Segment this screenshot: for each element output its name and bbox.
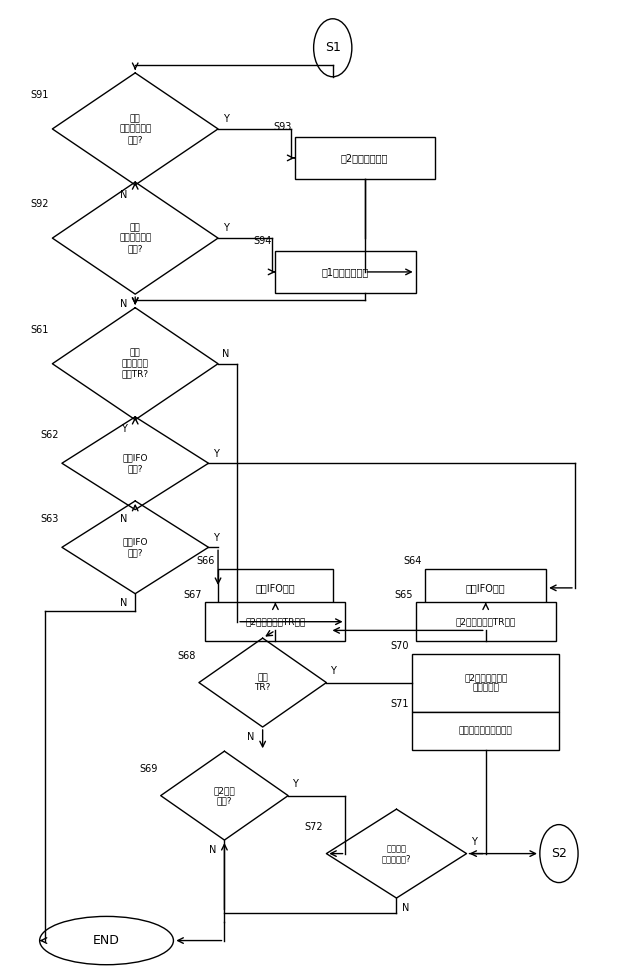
Text: 第２
の起点価格の
一致?: 第２ の起点価格の 一致? bbox=[119, 223, 151, 253]
Text: N: N bbox=[248, 732, 255, 741]
Text: N: N bbox=[120, 515, 127, 524]
Text: S69: S69 bbox=[139, 764, 157, 774]
Text: S68: S68 bbox=[177, 651, 196, 661]
Bar bbox=[412, 711, 559, 750]
Text: S64: S64 bbox=[404, 556, 422, 566]
Text: S71: S71 bbox=[390, 699, 409, 709]
Text: Y: Y bbox=[223, 224, 228, 234]
Text: S93: S93 bbox=[273, 122, 291, 132]
Text: Y: Y bbox=[213, 449, 219, 458]
Text: N: N bbox=[120, 598, 127, 609]
Text: 約定
TR?: 約定 TR? bbox=[255, 672, 271, 692]
Text: S92: S92 bbox=[31, 200, 49, 209]
Text: Y: Y bbox=[330, 666, 336, 676]
Text: S2: S2 bbox=[551, 847, 567, 860]
Text: Y: Y bbox=[471, 837, 477, 847]
Text: S70: S70 bbox=[390, 641, 409, 651]
Text: N: N bbox=[222, 349, 229, 359]
Text: S72: S72 bbox=[305, 822, 323, 832]
Text: S67: S67 bbox=[184, 590, 202, 600]
Text: 第2グループ取消: 第2グループ取消 bbox=[341, 153, 388, 163]
Text: 第2順位の未成立
を取り消し: 第2順位の未成立 を取り消し bbox=[464, 672, 508, 692]
Bar bbox=[412, 653, 559, 711]
Text: 発注
した商品の
約定TR?: 発注 した商品の 約定TR? bbox=[122, 349, 148, 379]
Text: 第2順位の注文TR発生: 第2順位の注文TR発生 bbox=[245, 617, 305, 626]
Circle shape bbox=[540, 825, 578, 883]
Text: N: N bbox=[403, 903, 410, 913]
Text: S61: S61 bbox=[31, 325, 49, 335]
Text: 高額IFO
成立?: 高額IFO 成立? bbox=[122, 453, 148, 473]
Bar bbox=[205, 603, 346, 641]
Text: Y: Y bbox=[121, 424, 127, 434]
Text: 第1グループ取消: 第1グループ取消 bbox=[322, 266, 369, 277]
Circle shape bbox=[314, 18, 352, 77]
Text: 低額IFO
成立?: 低額IFO 成立? bbox=[122, 538, 148, 557]
Text: S63: S63 bbox=[40, 515, 59, 524]
Text: S1: S1 bbox=[325, 42, 340, 54]
Text: 発注済みフラグクリア: 発注済みフラグクリア bbox=[459, 727, 513, 735]
Text: Y: Y bbox=[223, 114, 228, 124]
Text: 低額IFO取消: 低額IFO取消 bbox=[466, 583, 506, 593]
Text: S91: S91 bbox=[31, 90, 49, 101]
Text: 第１
の起点価格の
一致?: 第１ の起点価格の 一致? bbox=[119, 114, 151, 143]
Text: Y: Y bbox=[213, 533, 219, 543]
Text: S65: S65 bbox=[394, 590, 412, 600]
Text: 高額IFO取消: 高額IFO取消 bbox=[255, 583, 295, 593]
Ellipse shape bbox=[40, 917, 173, 965]
Text: 現在価格
＝起点価格?: 現在価格 ＝起点価格? bbox=[381, 844, 412, 863]
Text: 第2順位
成立?: 第2順位 成立? bbox=[214, 786, 236, 805]
Text: S94: S94 bbox=[254, 236, 272, 246]
Bar bbox=[425, 569, 546, 608]
Bar bbox=[294, 137, 435, 179]
Text: S66: S66 bbox=[196, 556, 215, 566]
Bar bbox=[218, 569, 333, 608]
Text: 第2順位の注文TR発生: 第2順位の注文TR発生 bbox=[456, 617, 516, 626]
Text: END: END bbox=[93, 934, 120, 947]
Bar bbox=[415, 603, 556, 641]
Text: N: N bbox=[209, 845, 216, 855]
Text: Y: Y bbox=[292, 779, 298, 789]
Text: N: N bbox=[120, 190, 127, 200]
Text: N: N bbox=[120, 298, 127, 309]
Text: S62: S62 bbox=[40, 430, 59, 441]
Bar bbox=[275, 251, 415, 294]
